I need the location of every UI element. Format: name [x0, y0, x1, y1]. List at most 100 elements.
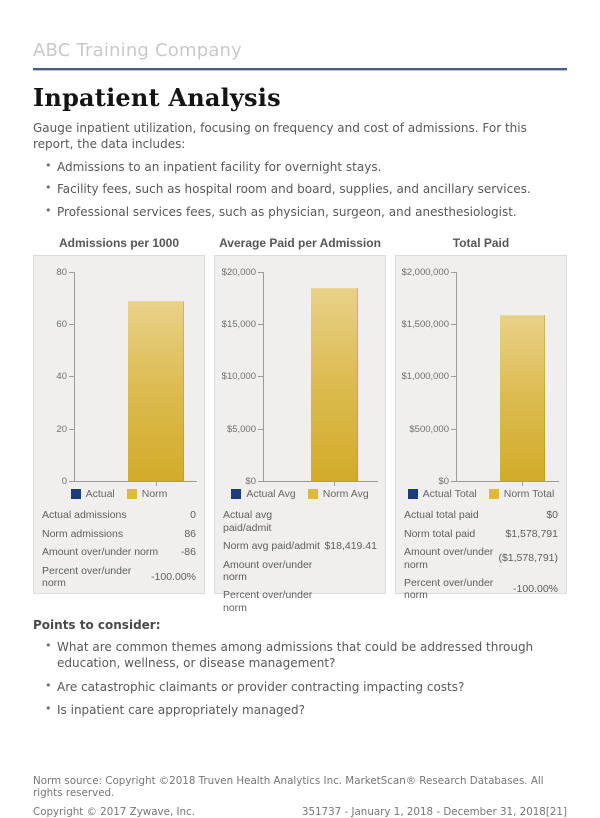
y-axis-tick	[69, 481, 74, 483]
norm-legend-swatch-icon	[488, 489, 499, 500]
row-value: 0	[190, 509, 196, 522]
y-axis-tick-label: $0	[245, 476, 256, 488]
y-axis-line	[74, 272, 75, 483]
chart-admissions-per-1000: Admissions per 1000 80 60 40 20 0	[33, 236, 205, 595]
legend-label: Norm Avg	[322, 488, 369, 501]
y-axis-tick	[69, 324, 74, 326]
legend-label: Actual	[85, 488, 115, 501]
legend-label: Norm Total	[503, 488, 555, 501]
chart-legend: Actual Norm	[34, 482, 204, 506]
y-axis-tick	[451, 376, 456, 378]
y-axis-line	[263, 272, 264, 483]
chart-plot-area: $2,000,000 $1,500,000 $1,000,000 $500,00…	[396, 256, 566, 487]
y-axis-tick	[258, 272, 263, 274]
x-axis-line	[456, 481, 559, 483]
chart-legend: Actual Total Norm Total	[396, 482, 566, 506]
norm-source-text: Norm source: Copyright ©2018 Truven Heal…	[33, 774, 544, 799]
chart-panel: 80 60 40 20 0	[33, 255, 205, 595]
y-axis-tick	[69, 429, 74, 431]
charts-row: Admissions per 1000 80 60 40 20 0	[33, 236, 567, 614]
row-value: 86	[184, 527, 196, 540]
y-axis-tick-label: 60	[56, 319, 67, 331]
page-footer: Norm source: Copyright ©2018 Truven Heal…	[33, 775, 567, 818]
points-bullet-list: What are common themes among admissions …	[33, 639, 567, 719]
y-axis-tick-label: 20	[56, 424, 67, 436]
table-row: Percent over/under norm	[223, 589, 377, 614]
intro-bullet: Admissions to an inpatient facility for …	[33, 159, 567, 176]
legend-item-actual: Actual	[70, 488, 115, 501]
y-axis-tick-label: $2,000,000	[401, 267, 449, 279]
row-value: ($1,578,791)	[498, 552, 558, 565]
y-axis-tick-label: 40	[56, 371, 67, 383]
row-value: -86	[180, 546, 196, 559]
row-label: Amount over/under norm	[223, 558, 313, 583]
legend-item-norm: Norm Avg	[307, 488, 369, 501]
company-name: ABC Training Company	[33, 40, 243, 61]
chart-title: Average Paid per Admission	[219, 236, 381, 251]
legend-item-actual: Actual Total	[407, 488, 477, 501]
chart-data-table: Actual total paid $0 Norm total paid $1,…	[396, 506, 566, 601]
chart-plot-area: $20,000 $15,000 $10,000 $5,000 $0	[215, 256, 385, 487]
chart-panel: $2,000,000 $1,500,000 $1,000,000 $500,00…	[395, 255, 567, 601]
legend-label: Actual Total	[422, 488, 477, 501]
table-row: Actual avg paid/admit	[223, 509, 377, 534]
points-heading: Points to consider:	[33, 618, 161, 633]
y-axis-tick	[258, 324, 263, 326]
actual-legend-swatch-icon	[407, 489, 418, 500]
y-axis-line	[456, 272, 457, 483]
intro-text: Gauge inpatient utilization, focusing on…	[33, 121, 527, 151]
intro-bullet-list: Admissions to an inpatient facility for …	[33, 159, 567, 221]
row-value: -100.00%	[513, 583, 558, 596]
y-axis-tick-label: $20,000	[221, 267, 256, 279]
norm-bar	[128, 301, 184, 482]
legend-label: Actual Avg	[246, 488, 296, 501]
chart-total-paid: Total Paid $2,000,000 $1,500,000 $1,000,…	[395, 236, 567, 601]
table-row: Percent over/under norm -100.00%	[404, 577, 558, 602]
x-axis-line	[263, 481, 378, 483]
table-row: Amount over/under norm	[223, 559, 377, 584]
y-axis-tick	[451, 272, 456, 274]
actual-legend-swatch-icon	[231, 489, 242, 500]
chart-average-paid-per-admission: Average Paid per Admission $20,000 $15,0…	[214, 236, 386, 614]
y-axis-tick-label: $500,000	[409, 424, 449, 436]
chart-legend: Actual Avg Norm Avg	[215, 482, 385, 506]
y-axis-tick	[69, 376, 74, 378]
row-label: Percent over/under norm	[404, 576, 494, 602]
legend-item-norm: Norm	[126, 488, 167, 500]
y-axis-tick	[258, 429, 263, 431]
y-axis-tick	[258, 481, 263, 483]
norm-bar	[311, 288, 358, 482]
chart-data-table: Actual avg paid/admit Norm avg paid/admi…	[215, 506, 385, 614]
table-row: Amount over/under norm -86	[42, 546, 196, 558]
row-label: Amount over/under norm	[42, 546, 159, 559]
y-axis-tick	[451, 481, 456, 483]
row-value: $0	[546, 509, 558, 522]
row-label: Norm avg paid/admit	[223, 540, 320, 553]
points-bullet: Is inpatient care appropriately managed?	[33, 702, 567, 719]
chart-title: Admissions per 1000	[58, 236, 180, 251]
intro-bullet: Professional services fees, such as phys…	[33, 204, 567, 221]
y-axis-tick	[451, 429, 456, 431]
table-row: Actual total paid $0	[404, 509, 558, 521]
chart-plot-area: 80 60 40 20 0	[34, 256, 204, 487]
category-tick	[334, 482, 335, 487]
y-axis-tick-label: $15,000	[221, 319, 256, 331]
table-row: Amount over/under norm ($1,578,791)	[404, 546, 558, 571]
y-axis-tick	[258, 376, 263, 378]
intro-bullet: Facility fees, such as hospital room and…	[33, 181, 567, 198]
chart-title: Total Paid	[452, 236, 510, 251]
table-row: Norm avg paid/admit $18,419.41	[223, 540, 377, 552]
norm-bar	[500, 315, 545, 482]
x-axis-line	[74, 481, 197, 483]
points-to-consider-section: Points to consider: What are common them…	[33, 618, 567, 718]
table-row: Actual admissions 0	[42, 509, 196, 521]
actual-legend-swatch-icon	[70, 489, 81, 500]
copyright-text: Copyright © 2017 Zywave, Inc.	[33, 805, 195, 818]
row-label: Actual avg paid/admit	[223, 509, 273, 534]
row-label: Percent over/under norm	[223, 589, 313, 614]
row-value: $18,419.41	[324, 540, 377, 553]
norm-legend-swatch-icon	[126, 489, 137, 500]
norm-legend-swatch-icon	[307, 489, 318, 500]
table-row: Norm admissions 86	[42, 528, 196, 540]
